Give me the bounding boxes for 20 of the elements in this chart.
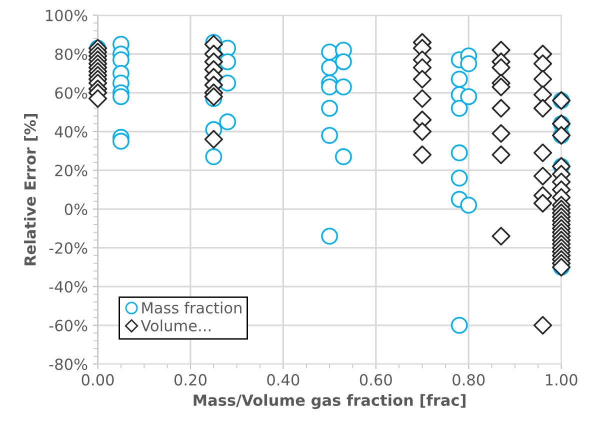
y-axis-title: Relative Error [%] (24, 114, 38, 266)
y-tick-label: 80% (55, 48, 88, 60)
y-tick-label: -60% (49, 320, 88, 332)
y-tick-label: 20% (55, 164, 88, 176)
y-tick-label: 40% (54, 126, 88, 138)
y-tick-label: -20% (49, 242, 88, 254)
x-tick-label: 0.40 (267, 374, 300, 386)
y-tick-label: 0% (64, 204, 88, 216)
x-tick-label: 0.60 (360, 374, 392, 386)
y-tick-label: -80% (49, 358, 88, 370)
x-tick-label: 0.20 (174, 374, 206, 386)
legend-label: Mass fraction (142, 302, 242, 314)
x-axis-title: Mass/Volume gas fraction [frac] (194, 394, 466, 410)
y-tick-label: 100% (46, 10, 88, 22)
x-tick-label: 0.00 (82, 374, 114, 386)
legend-label: Volume... (140, 320, 210, 332)
y-tick-label: 60% (55, 87, 88, 99)
y-tick-label: -40% (49, 281, 88, 293)
x-tick-label: 0.80 (452, 374, 485, 386)
x-tick-label: 1.00 (546, 374, 578, 386)
